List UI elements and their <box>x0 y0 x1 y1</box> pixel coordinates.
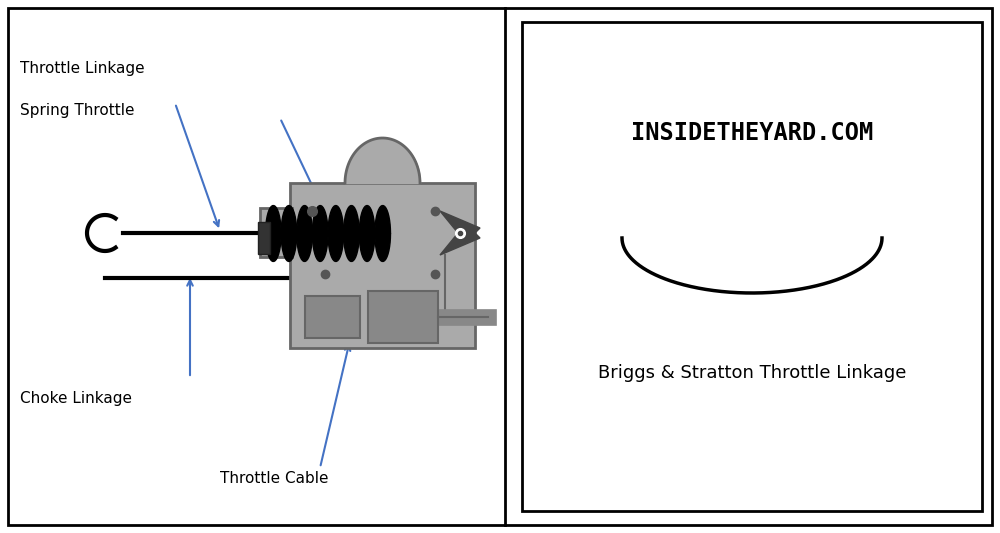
Bar <box>368 291 438 343</box>
Bar <box>260 208 292 257</box>
Text: INSIDETHEYARD.COM: INSIDETHEYARD.COM <box>631 121 873 145</box>
Text: Throttle Cable: Throttle Cable <box>220 471 328 486</box>
Text: Spring Throttle: Spring Throttle <box>20 103 134 118</box>
Polygon shape <box>440 211 480 255</box>
Text: Briggs & Stratton Throttle Linkage: Briggs & Stratton Throttle Linkage <box>598 364 906 382</box>
Text: Throttle Linkage: Throttle Linkage <box>20 61 145 76</box>
Bar <box>305 296 360 338</box>
Bar <box>290 183 475 348</box>
Text: Choke Linkage: Choke Linkage <box>20 391 132 406</box>
Bar <box>258 222 270 254</box>
